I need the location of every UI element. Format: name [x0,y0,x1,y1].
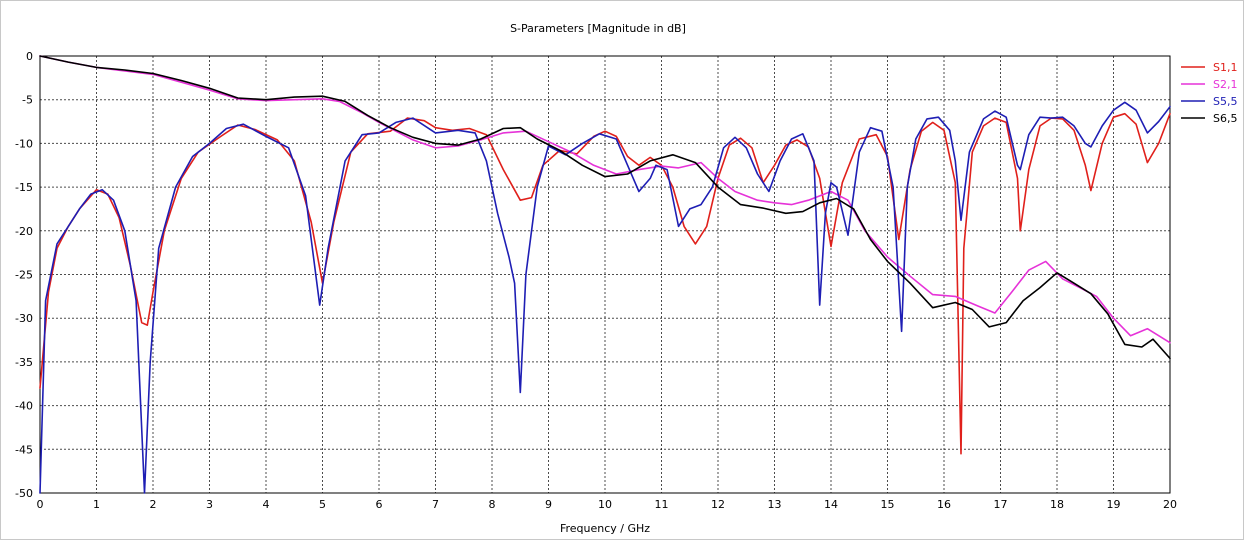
x-tick-label: 4 [263,498,270,511]
x-axis-label: Frequency / GHz [560,522,650,535]
y-tick-label: -20 [15,225,33,238]
y-tick-label: -35 [15,356,33,369]
legend-entry: S5,5 [1213,95,1237,108]
x-tick-label: 0 [37,498,44,511]
series-line-S1-1 [39,112,1171,455]
axis-ticks: 0 1 2 3 4 5 6 7 8 9 10 11 12 13 14 15 16 17 18 19 200-5-10-1… [15,50,1177,511]
y-tick-label: -30 [15,312,33,325]
y-tick-label: -45 [15,443,33,456]
series-line-S6-5 [39,55,1171,360]
x-tick-label: 17 [994,498,1008,511]
plot-frame [39,55,1171,494]
x-tick-label: 8 [489,498,496,511]
x-tick-label: 18 [1050,498,1064,511]
legend-entry: S2,1 [1213,78,1237,91]
x-tick-label: 19 [1107,498,1121,511]
x-tick-label: 9 [545,498,552,511]
x-tick-label: 20 [1163,498,1177,511]
x-tick-label: 7 [432,498,439,511]
y-tick-label: -15 [15,181,33,194]
series-group [39,55,1171,494]
x-tick-label: 2 [150,498,157,511]
x-tick-label: 3 [206,498,213,511]
x-tick-label: 13 [768,498,782,511]
x-tick-label: 16 [937,498,951,511]
x-tick-label: 1 [93,498,100,511]
y-tick-label: -25 [15,269,33,282]
y-tick-label: -40 [15,400,33,413]
grid [40,56,1170,493]
chart-title: S-Parameters [Magnitude in dB] [510,22,686,35]
series-line-S5-5 [39,101,1171,494]
x-tick-label: 10 [598,498,612,511]
legend: S1,1 S2,1 S5,5 S6,5 [1181,61,1237,125]
x-tick-label: 6 [376,498,383,511]
x-tick-label: 14 [824,498,838,511]
series-line-S2-1 [39,55,1171,344]
y-tick-label: -5 [22,94,33,107]
x-tick-label: 12 [711,498,725,511]
y-tick-label: 0 [26,50,33,63]
legend-entry: S6,5 [1213,112,1237,125]
x-tick-label: 15 [881,498,895,511]
x-tick-label: 11 [655,498,669,511]
y-tick-label: -50 [15,487,33,500]
y-tick-label: -10 [15,137,33,150]
legend-entry: S1,1 [1213,61,1237,74]
x-tick-label: 5 [319,498,326,511]
